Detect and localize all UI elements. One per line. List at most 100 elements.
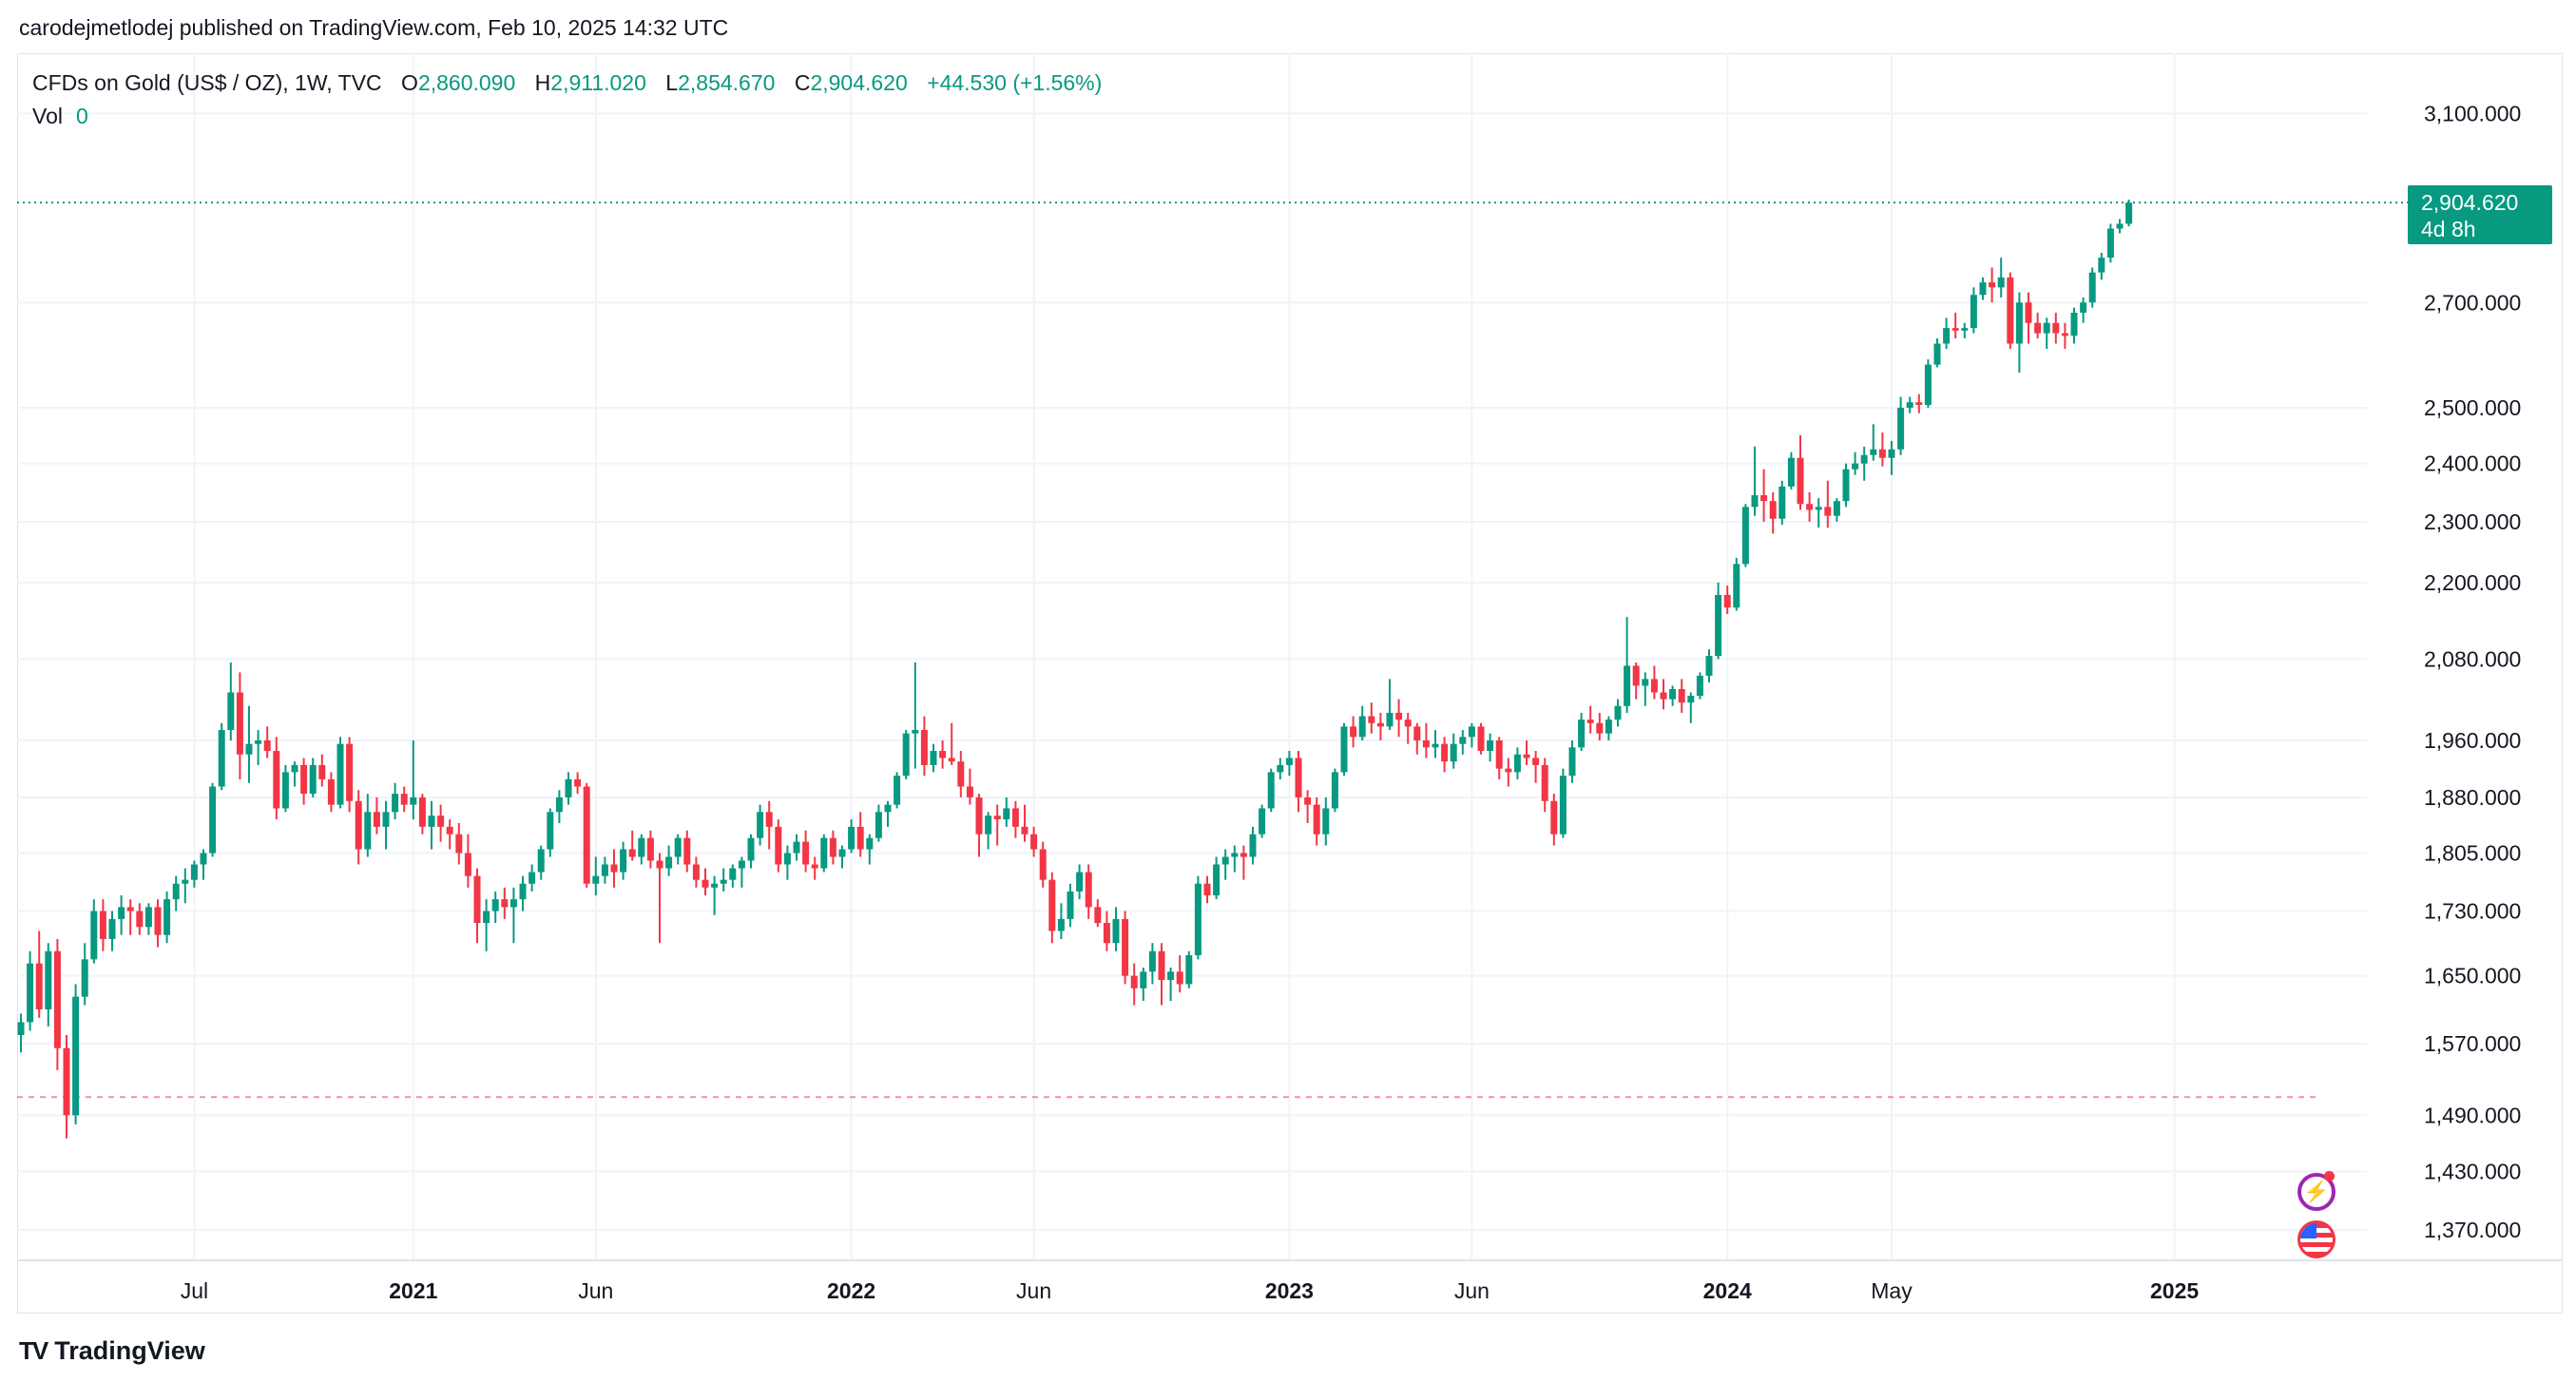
x-tick-label: 2023 [1265, 1278, 1314, 1303]
brand-name: TradingView [54, 1336, 205, 1365]
candle-body [245, 743, 253, 755]
candle-body [683, 837, 691, 865]
candle-body [811, 864, 818, 869]
candle-body [1586, 720, 1594, 723]
candle-body [646, 837, 654, 861]
legend-change: +44.530 (+1.56%) [927, 70, 1103, 95]
candle-body [355, 800, 362, 850]
y-tick-label: 1,650.000 [2424, 964, 2521, 989]
candle-body [1468, 726, 1475, 738]
candle-body [1459, 737, 1467, 744]
candle-body [2052, 322, 2060, 334]
x-tick-label: 2025 [2150, 1278, 2199, 1303]
last-price-tag: 2,904.620 4d 8h [2408, 185, 2552, 245]
candle-body [1231, 853, 1239, 857]
legend-open: 2,860.090 [417, 70, 516, 95]
candle-body [1422, 739, 1430, 748]
candle-body [894, 776, 901, 805]
candle-body [1815, 507, 1822, 510]
candle-body [738, 860, 745, 869]
candle-body [273, 751, 280, 809]
candle-body [1148, 950, 1156, 972]
candle-body [263, 739, 271, 752]
candle-body [1404, 720, 1412, 727]
legend-open-label: O [401, 70, 418, 95]
candle-body [1624, 665, 1631, 706]
candle-body [45, 950, 52, 1009]
candle-body [1203, 883, 1211, 896]
candle-body [2025, 302, 2032, 323]
candle-body [428, 816, 435, 827]
candle-body [1852, 463, 1859, 470]
legend-low-label: L [665, 70, 679, 95]
candle-body [1477, 726, 1485, 752]
candle-body [1441, 743, 1449, 762]
candle-body [1870, 449, 1877, 455]
candle-body [2106, 228, 2114, 259]
candle-body [574, 778, 582, 787]
candle-body [491, 899, 499, 912]
candle-body [2088, 272, 2096, 303]
candle-body [1331, 772, 1338, 809]
candle-body [136, 911, 144, 928]
candle-body [1176, 971, 1183, 985]
candle-body [993, 816, 1001, 820]
candle-body [126, 907, 134, 912]
candle-body [90, 911, 98, 960]
candle-body [163, 899, 171, 935]
candle-body [820, 837, 828, 869]
candle-body [1340, 726, 1348, 773]
tradingview-branding[interactable]: TV TradingView [19, 1336, 205, 1366]
candle-body [1413, 726, 1421, 740]
y-tick-label: 2,200.000 [2424, 570, 2521, 595]
candle-body [1806, 504, 1814, 510]
candle-body [1103, 923, 1110, 944]
candle-body [1915, 402, 1923, 406]
candle-body [1094, 907, 1102, 924]
candle-body [1450, 743, 1457, 762]
candle-body [656, 860, 663, 869]
candle-body [327, 778, 335, 805]
candle-body [1979, 282, 1987, 296]
candle-body [537, 849, 545, 873]
candle-body [1642, 679, 1649, 686]
candle-body [2098, 258, 2105, 273]
candle-body [1505, 768, 1512, 773]
candle-body [1989, 282, 1996, 288]
candle-body [1632, 665, 1640, 686]
candle-body [1824, 507, 1832, 516]
candle-body [1860, 454, 1868, 464]
candle-body [118, 907, 125, 919]
x-tick-label: May [1871, 1278, 1913, 1303]
us-flag-event-icon[interactable] [2297, 1220, 2336, 1258]
candle-body [400, 794, 408, 805]
candle-body [674, 837, 682, 857]
candle-body [1596, 722, 1604, 734]
candle-body [1487, 739, 1494, 752]
candle-body [620, 849, 627, 873]
legend-vol: 0 [75, 104, 88, 128]
x-tick-label: 2022 [827, 1278, 875, 1303]
candle-body [455, 834, 463, 854]
candle-body [1751, 495, 1759, 508]
candle-body [875, 812, 882, 838]
candle-body [665, 856, 673, 869]
candle-body [848, 826, 855, 850]
candle-body [565, 778, 572, 797]
candle-body [985, 816, 992, 835]
candle-body [729, 868, 737, 880]
y-tick-label: 2,500.000 [2424, 395, 2521, 420]
candle-body [1833, 501, 1840, 516]
candle-body [1368, 716, 1375, 723]
y-tick-label: 1,880.000 [2424, 785, 2521, 810]
candle-body [711, 883, 719, 888]
lightning-event-icon[interactable]: ⚡ [2297, 1173, 2336, 1211]
candle-body [1039, 849, 1047, 880]
candle-body [884, 804, 892, 813]
candle-body [592, 875, 600, 884]
candle-body [473, 875, 481, 924]
candle-body [856, 826, 864, 850]
candle-body [2116, 223, 2124, 229]
candle-body [1760, 495, 1768, 502]
